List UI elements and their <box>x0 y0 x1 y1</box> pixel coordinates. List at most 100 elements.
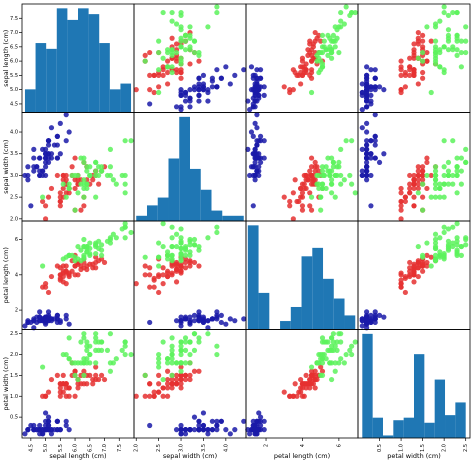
scatter-point-3-0-0-36 <box>57 427 63 433</box>
histogram-bar-2-1 <box>258 292 270 330</box>
scatter-point-3-1-1-13 <box>173 376 180 383</box>
scatter-point-1-3-0-49 <box>364 159 370 166</box>
scatter-point-1-0-2-46 <box>81 194 87 200</box>
x-tick-label: 2.0 <box>134 444 140 452</box>
scatter-point-2-3-0-23 <box>376 312 383 318</box>
scatter-point-1-0-2-43 <box>96 164 102 170</box>
histogram-bar-1-0 <box>136 215 147 221</box>
scatter-point-1-2-2-23 <box>316 185 322 192</box>
scatter-point-3-0-2-34 <box>75 376 81 383</box>
scatter-point-0-1-2-9 <box>205 24 211 30</box>
scatter-point-0-1-2-6 <box>156 89 162 96</box>
x-tick-label: 4.0 <box>223 444 229 452</box>
scatter-point-1-0-2-37 <box>84 168 90 174</box>
scatter-point-0-3-2-6 <box>428 89 434 96</box>
scatter-point-1-2-1-3 <box>299 203 306 209</box>
scatter-point-1-3-2-43 <box>454 164 460 170</box>
scatter-point-1-0-1-8 <box>90 177 96 183</box>
scatter-point-0-1-0-47 <box>187 98 193 104</box>
scatter-point-0-3-2-33 <box>420 49 426 56</box>
scatter-point-1-0-2-25 <box>107 164 114 170</box>
scatter-point-0-2-2-25 <box>336 24 342 30</box>
scatter-point-3-1-2-43 <box>187 339 193 345</box>
scatter-point-3-2-1-33 <box>319 368 326 374</box>
scatter-point-1-3-2-23 <box>432 185 439 192</box>
scatter-point-0-2-1-0 <box>312 29 318 36</box>
scatter-point-3-2-0-23 <box>257 414 264 420</box>
scatter-point-1-3-1-44 <box>411 185 417 192</box>
scatter-point-3-1-0-19 <box>214 422 220 429</box>
scatter-point-1-2-0-24 <box>261 155 267 161</box>
scatter-point-1-0-1-26 <box>96 181 102 187</box>
scatter-point-1-0-1-20 <box>69 164 75 170</box>
scatter-point-1-0-2-17 <box>122 138 128 144</box>
scatter-point-1-3-0-19 <box>368 138 374 144</box>
scatter-point-0-1-2-49 <box>178 61 184 67</box>
scatter-point-1-3-1-32 <box>407 185 413 192</box>
scatter-point-3-2-2-31 <box>343 351 349 358</box>
scatter-point-1-2-2-0 <box>336 159 342 166</box>
scatter-point-2-1-2-41 <box>182 252 189 258</box>
histogram-bar-3-2 <box>382 435 394 438</box>
scatter-point-1-0-0-32 <box>48 125 55 131</box>
scatter-point-1-0-1-7 <box>40 198 46 205</box>
scatter-point-0-3-0-49 <box>364 87 370 93</box>
scatter-point-1-3-1-30 <box>402 198 408 205</box>
scatter-point-0-2-1-36 <box>312 38 318 44</box>
y-tick-label: 3.5 <box>10 151 18 157</box>
scatter-point-3-2-2-39 <box>325 347 331 353</box>
scatter-point-0-1-0-32 <box>227 81 233 87</box>
scatter-point-1-3-0-48 <box>364 142 370 148</box>
scatter-point-1-3-1-0 <box>415 164 421 170</box>
scatter-point-0-1-2-14 <box>169 64 175 70</box>
scatter-point-0-3-1-12 <box>398 58 404 64</box>
scatter-point-3-0-2-9 <box>107 331 114 337</box>
scatter-point-1-0-0-15 <box>63 112 69 118</box>
scatter-point-0-3-1-16 <box>420 69 426 76</box>
scatter-point-0-1-0-3 <box>182 98 189 104</box>
scatter-point-3-2-2-4 <box>332 343 338 349</box>
scatter-point-3-1-1-48 <box>156 389 162 395</box>
scatter-point-1-0-2-49 <box>69 172 75 179</box>
scatter-point-1-3-2-40 <box>458 168 464 174</box>
scatter-point-3-1-2-45 <box>178 339 184 345</box>
scatter-point-2-3-2-21 <box>441 256 447 262</box>
scatter-point-2-0-1-47 <box>78 266 84 273</box>
scatter-point-2-1-1-20 <box>187 258 193 264</box>
scatter-point-2-3-1-48 <box>402 289 408 296</box>
scatter-point-0-1-2-48 <box>196 52 202 58</box>
scatter-point-3-2-1-36 <box>312 372 318 378</box>
scatter-point-0-1-1-44 <box>165 69 171 76</box>
scatter-point-0-1-1-8 <box>173 41 180 47</box>
panel-1-1 <box>133 112 247 222</box>
y-tick-label: 0.5 <box>10 415 18 421</box>
scatter-point-3-0-0-32 <box>48 431 55 437</box>
scatter-point-1-0-2-30 <box>113 181 119 187</box>
scatter-point-3-2-2-9 <box>338 331 344 337</box>
scatter-point-3-1-1-44 <box>165 381 171 387</box>
scatter-point-0-2-1-9 <box>298 81 304 87</box>
scatter-point-1-0-0-43 <box>42 151 49 157</box>
scatter-point-1-3-0-13 <box>359 172 365 179</box>
scatter-point-1-3-2-31 <box>441 138 447 144</box>
scatter-point-1-2-2-42 <box>319 185 326 192</box>
scatter-point-1-2-2-5 <box>347 172 353 179</box>
scatter-point-1-3-1-27 <box>428 172 434 179</box>
scatter-point-0-2-1-29 <box>290 67 296 73</box>
scatter-point-2-1-0-46 <box>214 314 220 320</box>
scatter-point-0-2-2-37 <box>327 47 333 53</box>
scatter-point-1-2-0-16 <box>250 133 256 139</box>
scatter-point-1-3-2-4 <box>450 172 456 179</box>
scatter-point-1-2-0-13 <box>247 172 253 179</box>
scatter-point-3-2-2-34 <box>328 376 335 383</box>
scatter-point-1-2-2-31 <box>343 138 349 144</box>
y-tick-label: 5.0 <box>10 87 18 93</box>
scatter-point-3-1-2-25 <box>187 360 193 366</box>
scatter-point-2-3-2-14 <box>458 252 464 258</box>
scatter-point-3-1-0-41 <box>147 422 153 429</box>
scatter-point-1-0-1-48 <box>45 194 52 200</box>
scatter-point-3-2-2-33 <box>319 372 326 378</box>
scatter-point-3-0-0-41 <box>28 422 34 429</box>
scatter-point-1-0-0-22 <box>31 146 37 152</box>
scatter-point-2-0-1-0 <box>101 259 108 266</box>
